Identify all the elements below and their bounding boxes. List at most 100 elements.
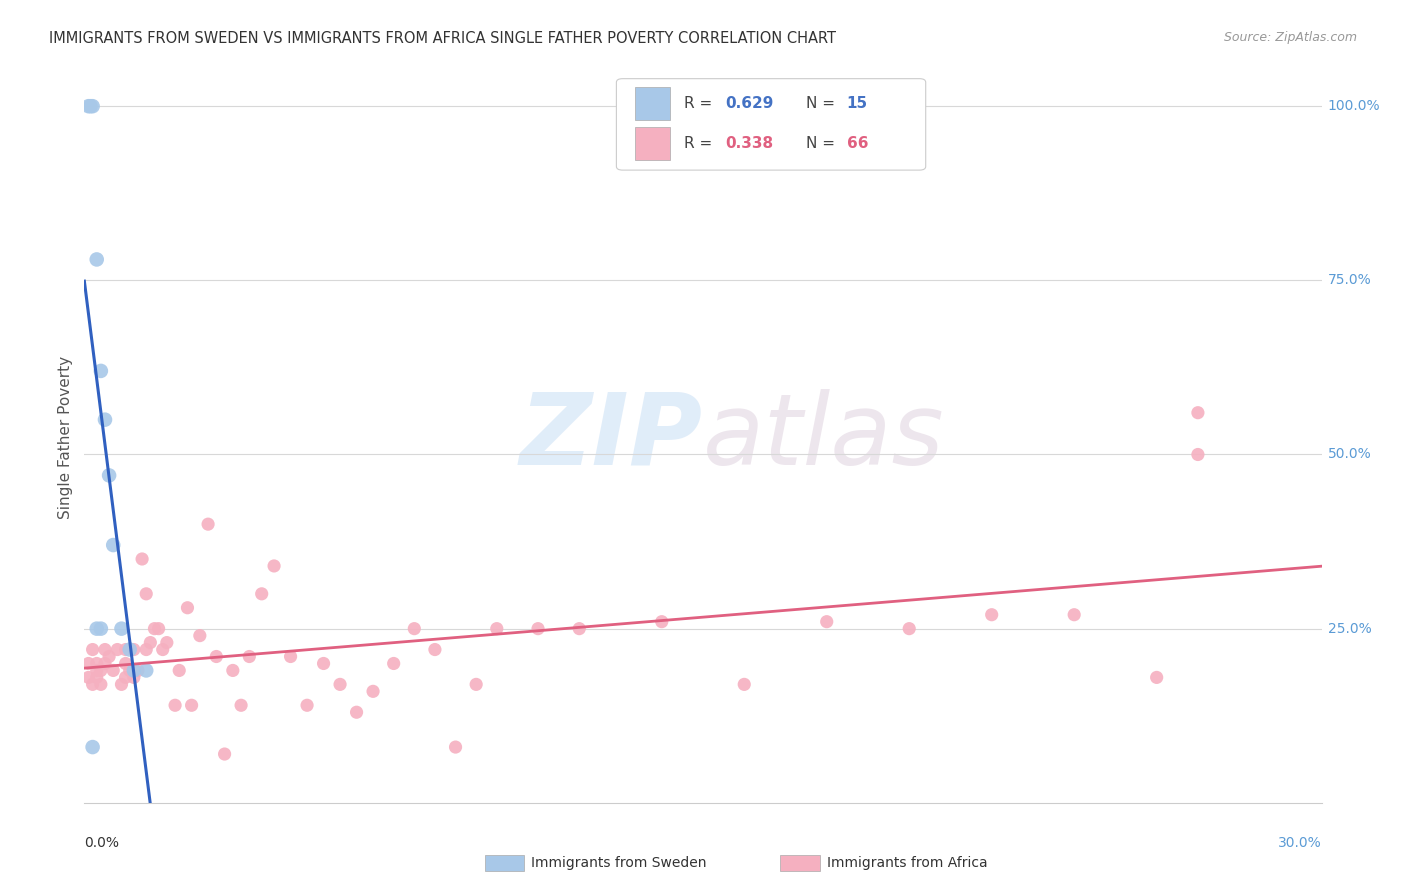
Text: R =: R =	[685, 96, 717, 112]
Point	[465, 677, 488, 691]
Point	[346, 705, 368, 719]
Point	[222, 664, 245, 678]
Point	[131, 552, 153, 566]
Point	[90, 677, 112, 691]
Point	[329, 677, 352, 691]
Point	[77, 657, 100, 671]
Point	[135, 587, 157, 601]
Point	[423, 642, 446, 657]
Point	[250, 587, 273, 601]
Point	[114, 657, 136, 671]
Point	[103, 664, 125, 678]
Y-axis label: Single Father Poverty: Single Father Poverty	[58, 356, 73, 518]
Point	[485, 622, 508, 636]
Point	[122, 642, 145, 657]
Point	[90, 664, 112, 678]
Text: 15: 15	[846, 96, 868, 112]
Text: Immigrants from Africa: Immigrants from Africa	[827, 856, 987, 871]
Text: N =: N =	[806, 96, 839, 112]
Point	[180, 698, 202, 713]
Point	[114, 670, 136, 684]
Point	[980, 607, 1002, 622]
Text: IMMIGRANTS FROM SWEDEN VS IMMIGRANTS FROM AFRICA SINGLE FATHER POVERTY CORRELATI: IMMIGRANTS FROM SWEDEN VS IMMIGRANTS FRO…	[49, 31, 837, 46]
Point	[214, 747, 236, 761]
Point	[77, 670, 100, 684]
Point	[382, 657, 405, 671]
Text: ZIP: ZIP	[520, 389, 703, 485]
Point	[86, 252, 108, 267]
Point	[165, 698, 187, 713]
Text: atlas: atlas	[703, 389, 945, 485]
Point	[188, 629, 211, 643]
Point	[98, 649, 121, 664]
Text: N =: N =	[806, 136, 839, 151]
Point	[86, 664, 108, 678]
Text: 66: 66	[846, 136, 868, 151]
Point	[295, 698, 318, 713]
Point	[1187, 406, 1209, 420]
Point	[568, 622, 591, 636]
Text: Immigrants from Sweden: Immigrants from Sweden	[531, 856, 707, 871]
FancyBboxPatch shape	[636, 127, 669, 160]
Point	[118, 664, 141, 678]
Point	[156, 635, 179, 649]
Text: 50.0%: 50.0%	[1327, 448, 1372, 461]
Point	[105, 642, 128, 657]
Point	[86, 622, 108, 636]
Point	[197, 517, 219, 532]
Point	[135, 664, 157, 678]
Point	[122, 664, 145, 678]
Text: 100.0%: 100.0%	[1327, 99, 1381, 113]
Point	[127, 664, 149, 678]
Point	[651, 615, 673, 629]
Point	[312, 657, 335, 671]
Point	[167, 664, 190, 678]
Text: 0.338: 0.338	[725, 136, 773, 151]
Point	[205, 649, 228, 664]
Text: 0.629: 0.629	[725, 96, 773, 112]
Point	[118, 642, 141, 657]
Point	[110, 677, 132, 691]
Text: 25.0%: 25.0%	[1327, 622, 1372, 636]
Point	[143, 622, 166, 636]
Point	[98, 468, 121, 483]
Point	[82, 677, 104, 691]
Point	[1187, 448, 1209, 462]
Point	[86, 657, 108, 671]
FancyBboxPatch shape	[616, 78, 925, 170]
Point	[94, 642, 117, 657]
Text: 0.0%: 0.0%	[84, 836, 120, 850]
Point	[527, 622, 550, 636]
Point	[361, 684, 384, 698]
Point	[79, 99, 101, 113]
Point	[404, 622, 426, 636]
Point	[152, 642, 174, 657]
Point	[90, 364, 112, 378]
Point	[103, 538, 125, 552]
Point	[94, 412, 117, 426]
Text: R =: R =	[685, 136, 717, 151]
Point	[229, 698, 252, 713]
Point	[82, 642, 104, 657]
Point	[733, 677, 755, 691]
Point	[110, 622, 132, 636]
Point	[139, 635, 162, 649]
Point	[94, 657, 117, 671]
Point	[86, 670, 108, 684]
Text: Source: ZipAtlas.com: Source: ZipAtlas.com	[1223, 31, 1357, 45]
Point	[898, 622, 921, 636]
Point	[82, 99, 104, 113]
Point	[176, 600, 198, 615]
Point	[122, 670, 145, 684]
Point	[263, 558, 285, 573]
Point	[82, 740, 104, 755]
FancyBboxPatch shape	[636, 87, 669, 120]
Point	[238, 649, 260, 664]
Point	[114, 642, 136, 657]
Point	[148, 622, 170, 636]
Point	[280, 649, 302, 664]
Text: 30.0%: 30.0%	[1278, 836, 1322, 850]
Point	[444, 740, 467, 755]
Point	[1063, 607, 1085, 622]
Point	[1146, 670, 1168, 684]
